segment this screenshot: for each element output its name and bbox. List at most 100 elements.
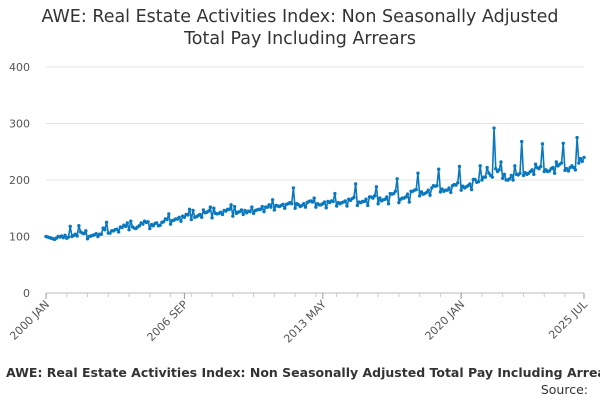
- data-point[interactable]: [580, 159, 584, 164]
- data-point[interactable]: [582, 155, 586, 160]
- data-point[interactable]: [104, 220, 109, 225]
- data-point[interactable]: [123, 224, 128, 229]
- data-point[interactable]: [374, 185, 379, 189]
- data-point[interactable]: [355, 203, 360, 208]
- data-point[interactable]: [533, 162, 538, 166]
- data-point[interactable]: [551, 165, 555, 170]
- data-point[interactable]: [559, 161, 564, 165]
- data-point[interactable]: [258, 207, 263, 212]
- data-point[interactable]: [158, 223, 162, 227]
- data-point[interactable]: [518, 171, 522, 175]
- data-point[interactable]: [314, 205, 318, 209]
- data-point[interactable]: [324, 205, 328, 210]
- data-point[interactable]: [231, 214, 235, 218]
- data-point[interactable]: [436, 167, 441, 171]
- data-point[interactable]: [513, 164, 517, 168]
- data-point[interactable]: [378, 196, 382, 200]
- data-point[interactable]: [165, 217, 169, 222]
- data-point[interactable]: [520, 139, 524, 144]
- data-point[interactable]: [353, 182, 358, 186]
- data-point[interactable]: [417, 194, 422, 198]
- data-point[interactable]: [232, 204, 237, 209]
- data-point[interactable]: [293, 206, 297, 210]
- data-point[interactable]: [270, 198, 275, 202]
- data-point[interactable]: [385, 195, 389, 199]
- data-point[interactable]: [125, 221, 130, 225]
- data-point[interactable]: [499, 160, 503, 164]
- data-point[interactable]: [397, 200, 401, 205]
- data-point[interactable]: [578, 156, 583, 161]
- data-point[interactable]: [532, 172, 536, 177]
- data-point[interactable]: [177, 215, 181, 219]
- data-point[interactable]: [303, 205, 308, 209]
- data-point[interactable]: [500, 176, 505, 181]
- data-point[interactable]: [552, 171, 557, 175]
- data-point[interactable]: [490, 175, 495, 179]
- data-point[interactable]: [386, 202, 391, 206]
- data-point[interactable]: [554, 160, 559, 164]
- data-point[interactable]: [272, 208, 277, 212]
- data-point[interactable]: [187, 207, 192, 212]
- data-point[interactable]: [186, 213, 190, 217]
- data-point[interactable]: [82, 231, 86, 236]
- data-point[interactable]: [366, 203, 370, 208]
- data-point[interactable]: [435, 183, 439, 188]
- data-point[interactable]: [199, 215, 204, 219]
- data-point[interactable]: [248, 209, 252, 214]
- data-point[interactable]: [189, 217, 194, 222]
- data-point[interactable]: [260, 204, 264, 209]
- data-point[interactable]: [68, 224, 72, 229]
- data-point[interactable]: [116, 230, 121, 234]
- data-point[interactable]: [291, 186, 296, 190]
- data-point[interactable]: [94, 231, 98, 236]
- data-point[interactable]: [483, 175, 488, 179]
- data-point[interactable]: [168, 222, 173, 226]
- data-point[interactable]: [393, 189, 398, 193]
- data-point[interactable]: [364, 197, 368, 201]
- data-point[interactable]: [539, 164, 543, 169]
- data-point[interactable]: [129, 219, 133, 223]
- data-point[interactable]: [220, 212, 225, 217]
- data-point[interactable]: [395, 177, 399, 181]
- data-point[interactable]: [469, 187, 474, 192]
- data-point[interactable]: [416, 171, 420, 175]
- data-point[interactable]: [99, 232, 104, 236]
- data-point[interactable]: [404, 195, 408, 199]
- data-point[interactable]: [63, 233, 67, 238]
- data-point[interactable]: [473, 177, 477, 182]
- data-point[interactable]: [428, 193, 432, 197]
- data-point[interactable]: [77, 224, 81, 228]
- data-point[interactable]: [262, 209, 266, 214]
- data-point[interactable]: [485, 165, 489, 170]
- data-point[interactable]: [146, 220, 150, 224]
- data-point[interactable]: [239, 208, 244, 212]
- data-point[interactable]: [566, 169, 571, 173]
- data-point[interactable]: [456, 181, 460, 185]
- data-point[interactable]: [372, 194, 377, 198]
- data-point[interactable]: [478, 164, 482, 168]
- data-point[interactable]: [210, 216, 214, 220]
- data-point[interactable]: [241, 212, 245, 217]
- data-point[interactable]: [492, 126, 496, 130]
- data-point[interactable]: [161, 220, 166, 224]
- data-point[interactable]: [480, 178, 484, 182]
- data-point[interactable]: [502, 172, 507, 177]
- data-point[interactable]: [438, 190, 443, 194]
- data-point[interactable]: [476, 179, 481, 184]
- data-point[interactable]: [137, 224, 142, 228]
- data-point[interactable]: [75, 234, 79, 238]
- data-point[interactable]: [103, 228, 107, 232]
- data-point[interactable]: [312, 196, 316, 200]
- data-point[interactable]: [511, 178, 515, 182]
- data-point[interactable]: [426, 188, 431, 192]
- data-point[interactable]: [405, 192, 410, 196]
- data-point[interactable]: [521, 173, 526, 178]
- data-point[interactable]: [459, 188, 463, 192]
- data-point[interactable]: [497, 168, 501, 172]
- data-point[interactable]: [191, 208, 195, 213]
- data-point[interactable]: [289, 202, 294, 206]
- data-point[interactable]: [343, 199, 347, 203]
- data-point[interactable]: [322, 200, 327, 204]
- data-point[interactable]: [66, 235, 71, 239]
- data-point[interactable]: [447, 186, 451, 190]
